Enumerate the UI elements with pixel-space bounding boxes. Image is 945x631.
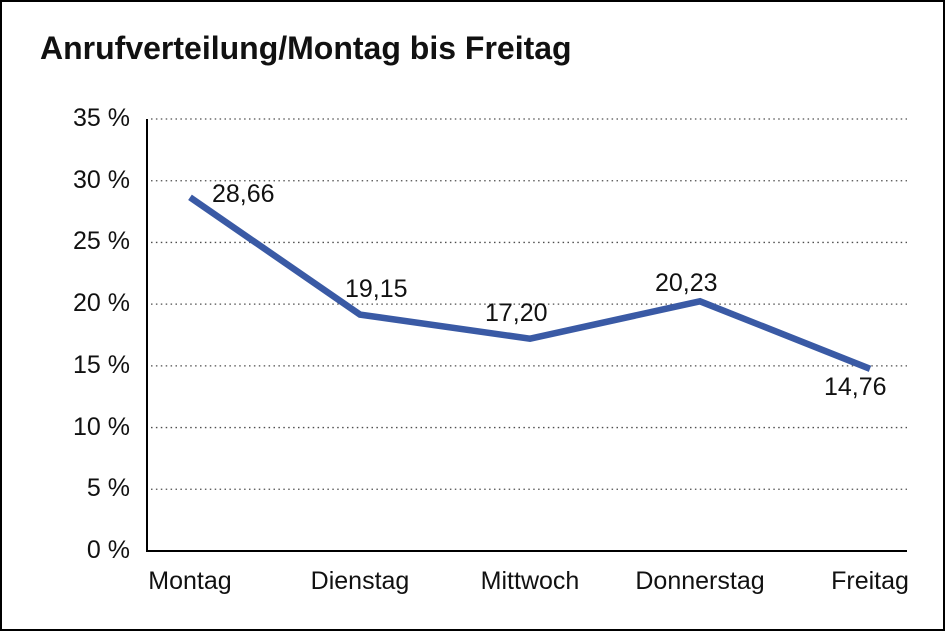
data-point-label: 20,23: [655, 269, 718, 298]
x-category-label: Montag: [148, 567, 232, 595]
data-point-label: 19,15: [345, 274, 408, 303]
data-point-label: 28,66: [212, 180, 275, 209]
x-category-label: Donnerstag: [635, 567, 765, 595]
y-tick-label: 30 %: [73, 165, 130, 194]
y-tick-label: 25 %: [73, 227, 130, 256]
data-point-label: 14,76: [824, 372, 887, 401]
x-category-label: Dienstag: [310, 567, 410, 595]
y-tick-label: 15 %: [73, 350, 130, 379]
data-point-label: 17,20: [485, 298, 548, 327]
y-tick-label: 5 %: [86, 474, 130, 503]
y-tick-label: 0 %: [86, 536, 130, 564]
x-category-label: Freitag: [831, 567, 909, 595]
x-category-label: Mittwoch: [480, 567, 580, 595]
y-tick-label: 20 %: [73, 289, 130, 318]
y-tick-label: 10 %: [73, 412, 130, 441]
chart-title: Anrufverteilung/Montag bis Freitag: [40, 30, 572, 66]
y-tick-label: 35 %: [73, 104, 130, 132]
data-line: [188, 194, 872, 372]
